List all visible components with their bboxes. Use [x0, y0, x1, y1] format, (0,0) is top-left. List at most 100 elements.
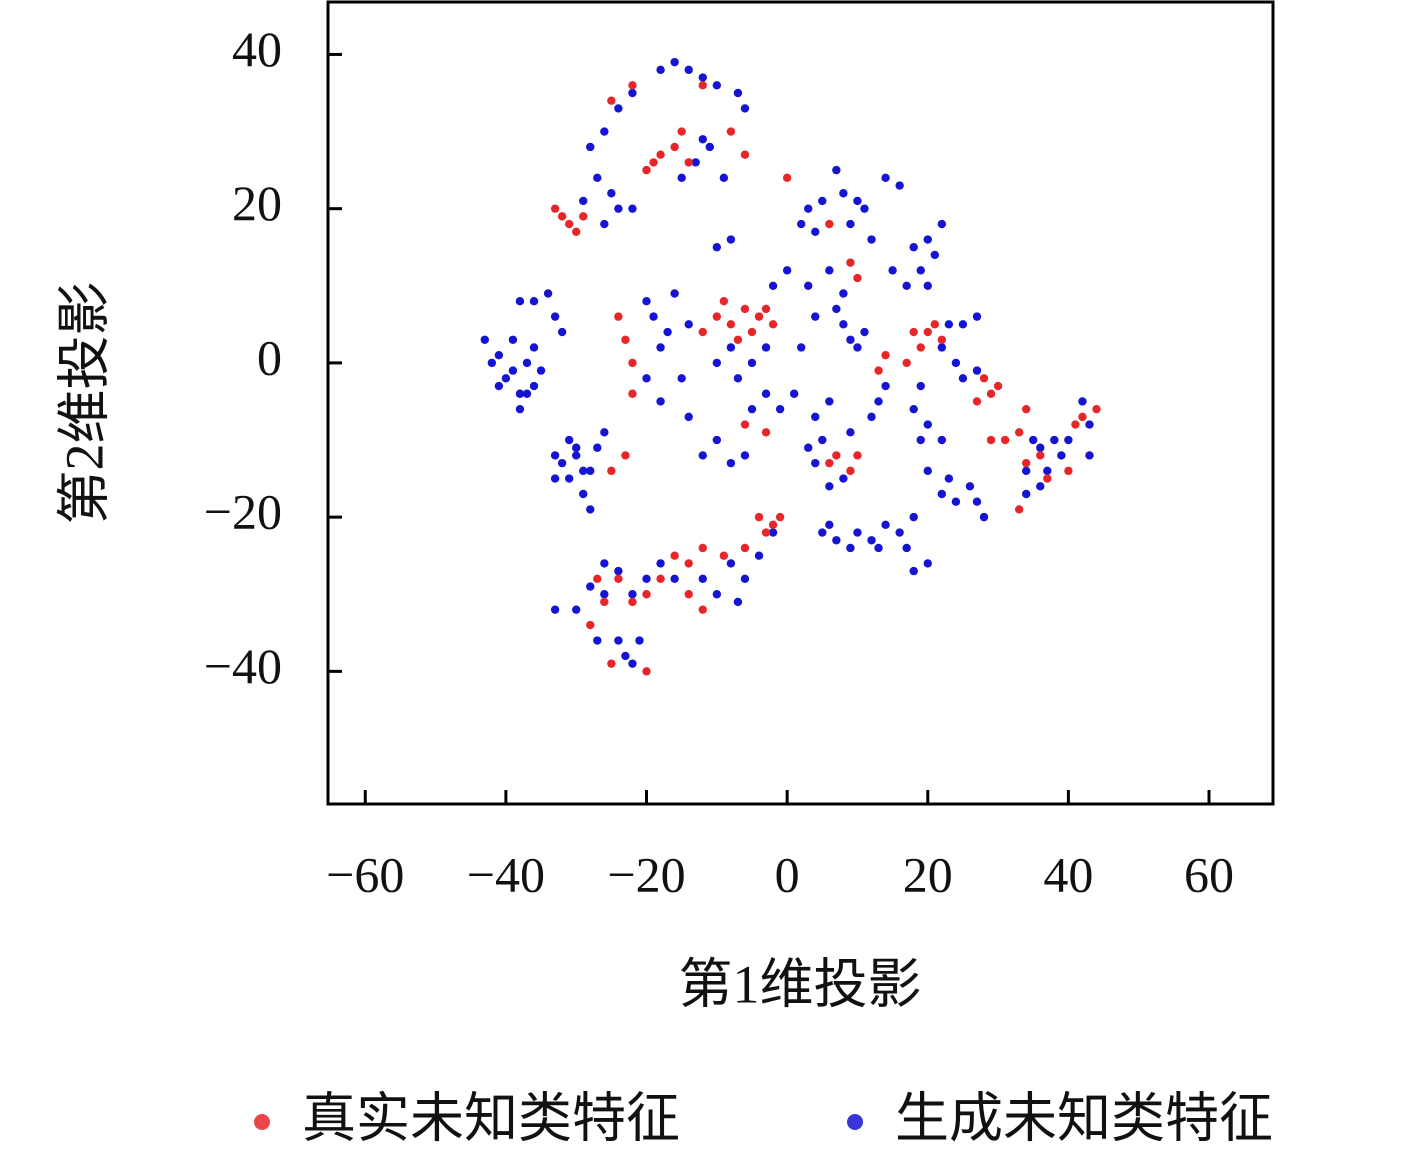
point — [1092, 404, 1101, 414]
point — [853, 196, 862, 206]
point — [621, 335, 630, 344]
point — [712, 312, 722, 321]
legend-marker — [847, 1114, 863, 1130]
legend: 真实未知类特征 生成未知类特征 — [254, 1088, 1273, 1148]
point — [909, 404, 918, 414]
point — [564, 219, 574, 229]
point — [529, 297, 539, 306]
point — [986, 389, 996, 398]
point — [916, 266, 925, 275]
point — [1036, 482, 1045, 491]
point — [614, 574, 623, 584]
point — [684, 65, 693, 75]
point — [860, 327, 869, 337]
x-tick-label: 20 — [903, 846, 953, 902]
point — [726, 343, 736, 352]
point — [979, 512, 989, 522]
point — [775, 512, 785, 522]
point — [874, 397, 883, 406]
point — [621, 451, 630, 460]
point — [614, 566, 623, 576]
point — [572, 451, 581, 460]
point — [923, 420, 932, 429]
point — [937, 435, 947, 445]
point — [621, 651, 630, 661]
point — [895, 528, 904, 537]
point — [867, 235, 876, 244]
point — [923, 466, 932, 476]
point — [846, 466, 855, 476]
point — [909, 243, 918, 252]
point — [1078, 412, 1087, 422]
point — [712, 81, 722, 90]
point — [811, 458, 820, 468]
point — [656, 150, 665, 159]
point — [628, 81, 637, 90]
point — [684, 320, 693, 329]
point — [1014, 505, 1024, 514]
point — [529, 381, 539, 391]
x-tick-label: 0 — [775, 846, 800, 902]
point — [804, 443, 813, 452]
point — [937, 335, 947, 344]
y-axis-label: 第2维投影 — [54, 282, 114, 525]
point — [564, 474, 574, 483]
point — [712, 590, 722, 599]
point — [508, 366, 518, 375]
point — [972, 312, 982, 321]
point — [614, 104, 623, 113]
point — [586, 466, 595, 476]
point — [761, 528, 771, 537]
point — [670, 574, 679, 584]
point — [656, 65, 665, 75]
point — [811, 312, 820, 321]
point — [550, 204, 560, 213]
point — [846, 219, 855, 229]
point — [536, 366, 546, 375]
point — [825, 482, 834, 491]
point — [888, 266, 897, 275]
point — [832, 536, 841, 545]
point — [1085, 420, 1094, 429]
point — [579, 196, 588, 206]
point — [1085, 451, 1094, 460]
point — [768, 320, 778, 329]
point — [726, 320, 736, 329]
point — [839, 320, 848, 329]
point — [733, 374, 743, 383]
point — [923, 327, 932, 337]
point — [515, 297, 525, 306]
point — [972, 397, 982, 406]
legend-label: 生成未知类特征 — [895, 1088, 1273, 1148]
point — [944, 320, 954, 329]
point — [944, 474, 954, 483]
point — [789, 389, 799, 398]
point — [768, 528, 778, 537]
y-tick-label: 0 — [257, 329, 282, 385]
point — [698, 574, 707, 584]
point — [642, 374, 651, 383]
x-tick-label: −60 — [326, 846, 404, 902]
point — [635, 636, 644, 645]
point — [600, 559, 609, 568]
point — [600, 597, 609, 607]
point — [726, 458, 736, 468]
point — [572, 443, 581, 452]
point — [726, 235, 736, 244]
point — [684, 158, 693, 167]
point — [593, 636, 602, 645]
point — [846, 335, 855, 344]
point — [1036, 451, 1045, 460]
x-axis-label: 第1维投影 — [679, 954, 922, 1014]
point — [656, 397, 665, 406]
point — [881, 350, 890, 360]
point — [867, 412, 876, 422]
point — [902, 543, 911, 553]
point — [628, 597, 637, 607]
point — [614, 312, 623, 321]
point — [614, 204, 623, 213]
point — [733, 335, 743, 344]
point — [579, 489, 588, 499]
point — [593, 173, 602, 183]
